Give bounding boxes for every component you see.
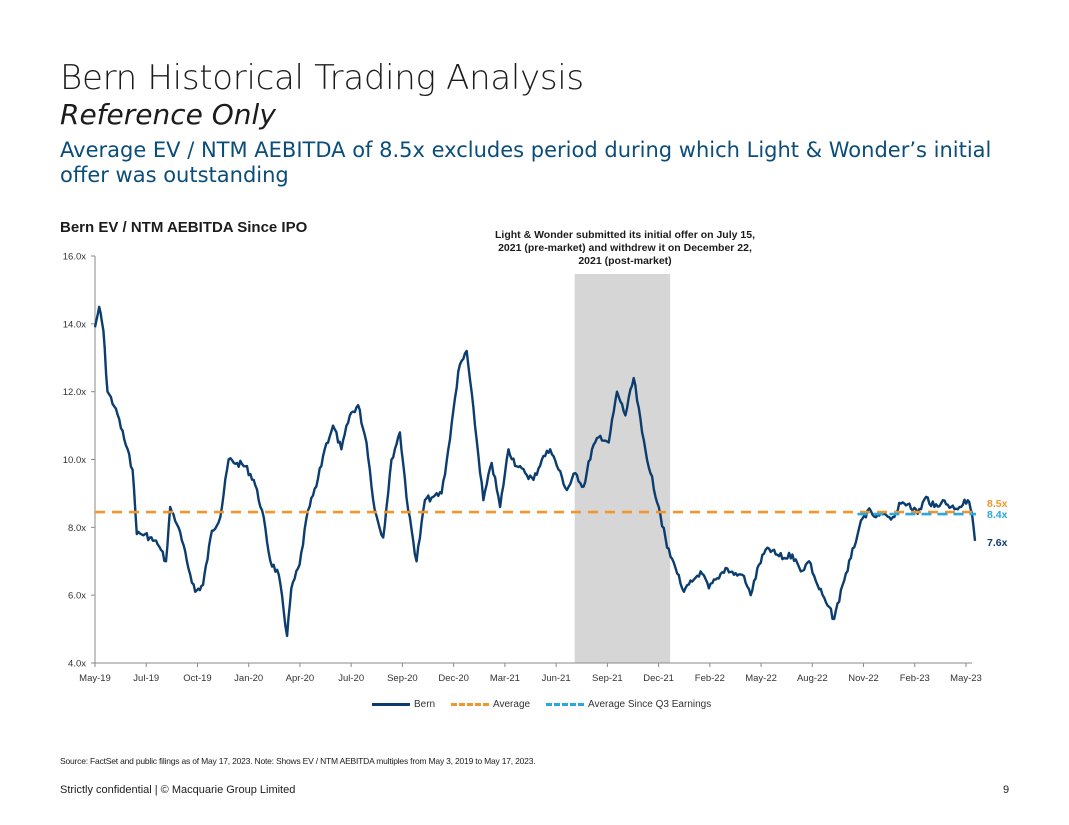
bern-end-label: 7.6x	[987, 537, 1008, 549]
x-tick-label: Feb-22	[695, 673, 725, 684]
y-tick-label: 6.0x	[68, 591, 86, 602]
average-end-label: 8.5x	[987, 498, 1008, 510]
x-tick-label: Dec-21	[643, 673, 674, 684]
average-q3-end-label: 8.4x	[987, 509, 1008, 521]
bern-series-line	[93, 305, 977, 638]
y-tick-label: 8.0x	[68, 523, 86, 534]
page-number: 9	[1003, 784, 1010, 796]
y-tick-label: 16.0x	[63, 252, 86, 263]
legend-item-average: Average	[451, 699, 530, 710]
legend-swatch-average	[451, 703, 489, 706]
x-tick-label: Sep-21	[592, 673, 623, 684]
x-tick-label: Feb-23	[900, 673, 930, 684]
legend-item-bern: Bern	[372, 699, 435, 710]
x-tick-label: Dec-20	[438, 673, 469, 684]
page-subtitle: Reference Only	[60, 98, 276, 131]
legend-label-bern: Bern	[414, 699, 436, 710]
page-title: Bern Historical Trading Analysis	[60, 58, 584, 98]
legend-label-average: Average	[493, 699, 531, 710]
legend-swatch-average-q3	[546, 703, 584, 706]
source-note: Source: FactSet and public filings as of…	[60, 756, 536, 766]
x-tick-label: Mar-21	[490, 673, 520, 684]
x-tick-label: Sep-20	[387, 673, 418, 684]
y-tick-label: 12.0x	[63, 387, 86, 398]
x-tick-label: May-23	[950, 673, 982, 684]
x-tick-label: May-19	[79, 673, 111, 684]
offer-annotation: Light & Wonder submitted its initial off…	[495, 229, 755, 267]
y-tick-label: 4.0x	[68, 659, 86, 670]
x-tick-label: Jul-19	[133, 673, 159, 684]
x-tick-label: May-22	[745, 673, 777, 684]
legend-label-average-q3: Average Since Q3 Earnings	[588, 699, 712, 710]
x-tick-label: Jul-20	[338, 673, 364, 684]
chart-title: Bern EV / NTM AEBITDA Since IPO	[60, 219, 308, 236]
legend-item-average-q3: Average Since Q3 Earnings	[546, 699, 711, 710]
x-tick-label: Aug-22	[797, 673, 828, 684]
x-tick-label: Apr-20	[286, 673, 315, 684]
legend-swatch-bern	[372, 703, 410, 706]
y-tick-label: 14.0x	[63, 319, 86, 330]
confidential-footer: Strictly confidential | © Macquarie Grou…	[60, 784, 296, 796]
headline: Average EV / NTM AEBITDA of 8.5x exclude…	[60, 138, 992, 187]
x-tick-label: Jan-20	[234, 673, 263, 684]
offer-period-shade	[574, 274, 671, 663]
x-tick-label: Jun-21	[542, 673, 571, 684]
x-tick-label: Nov-22	[848, 673, 879, 684]
x-tick-label: Oct-19	[183, 673, 212, 684]
y-tick-label: 10.0x	[63, 455, 86, 466]
